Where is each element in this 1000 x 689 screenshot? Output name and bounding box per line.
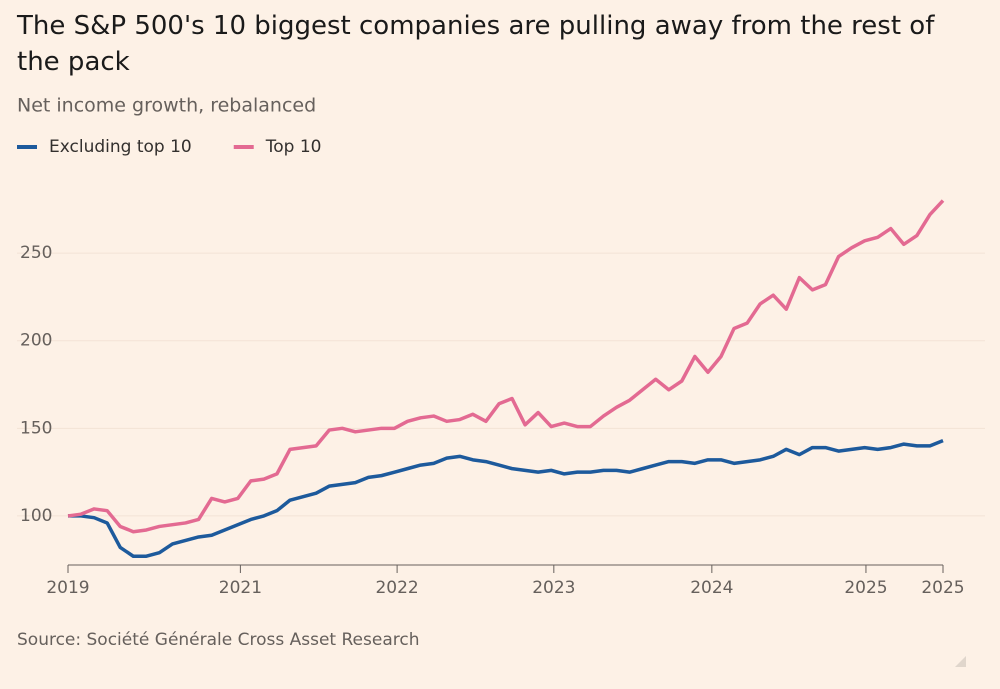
chart-subtitle: Net income growth, rebalanced xyxy=(17,95,316,117)
x-tick-label: 2021 xyxy=(219,578,262,598)
y-tick-label: 150 xyxy=(20,418,52,438)
legend-label: Top 10 xyxy=(265,137,322,157)
x-tick-label: 2025 xyxy=(921,578,964,598)
x-tick-label: 2024 xyxy=(690,578,733,598)
chart-title: The S&P 500's 10 biggest companies are p… xyxy=(16,11,935,77)
x-tick-label: 2019 xyxy=(46,578,89,598)
legend-label: Excluding top 10 xyxy=(49,137,192,157)
x-tick-label: 2025 xyxy=(844,578,887,598)
series-line xyxy=(68,438,944,558)
x-tick-label: 2023 xyxy=(532,578,575,598)
source: Source: Société Générale Cross Asset Res… xyxy=(17,630,419,650)
y-tick-label: 200 xyxy=(20,331,52,351)
resize-icon xyxy=(955,656,966,667)
y-tick-label: 100 xyxy=(20,506,52,526)
y-tick-label: 250 xyxy=(20,243,52,263)
x-tick-label: 2022 xyxy=(375,578,418,598)
series-line xyxy=(67,199,945,534)
